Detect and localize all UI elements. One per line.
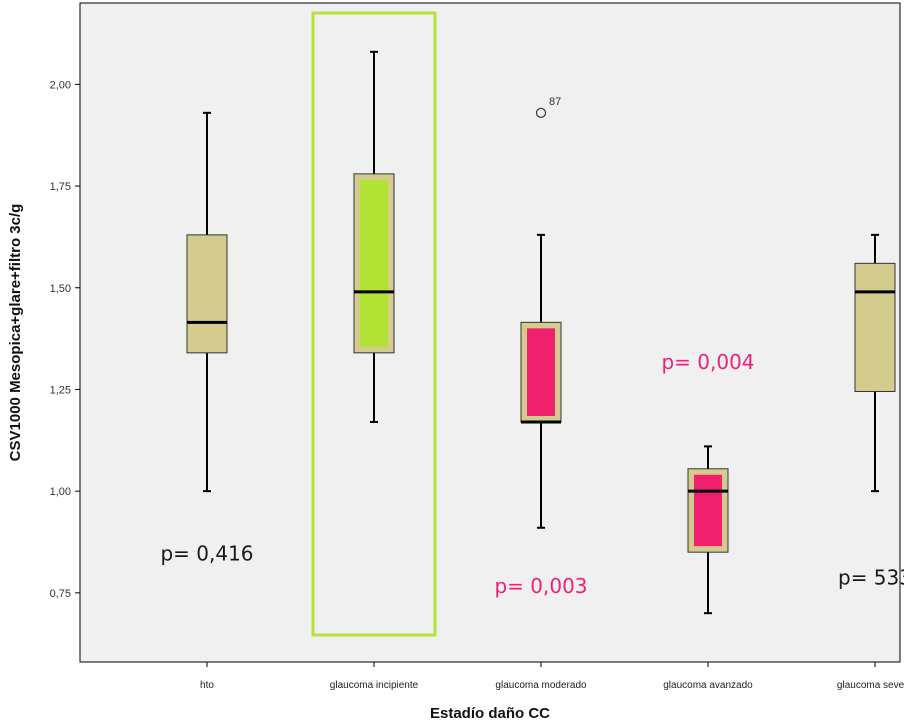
x-tick-label: glaucoma moderado — [495, 680, 587, 691]
p-value-annotation: p= 0,003 — [494, 574, 587, 598]
p-value-annotation: p= 533 — [838, 566, 904, 590]
p-value-annotation: p= 0,416 — [160, 541, 253, 565]
highlight-frame — [311, 11, 437, 637]
outlier-label: 87 — [549, 96, 561, 108]
box-body — [854, 262, 896, 392]
x-tick-label: glaucoma severo — [837, 680, 904, 691]
box-glaucoma-avanzado — [687, 445, 729, 615]
y-tick-label: 1,50 — [50, 283, 71, 295]
x-axis-title: Estadío daño CC — [430, 705, 550, 722]
y-tick-label: 2,00 — [50, 79, 71, 91]
x-tick-label: glaucoma avanzado — [663, 680, 753, 691]
outlier-point — [535, 107, 547, 118]
box-highlight-fill — [694, 474, 722, 547]
y-axis: 0,75 1,00 1,25 1,50 1,75 2,00 — [50, 79, 80, 600]
box-highlight-fill — [360, 179, 388, 347]
box-glaucoma-severo — [854, 233, 896, 493]
y-tick-label: 1,00 — [50, 486, 71, 498]
y-tick-label: 1,75 — [50, 181, 71, 193]
p-value-annotation: p= 0,004 — [661, 350, 754, 374]
y-tick-label: 1,25 — [50, 384, 71, 396]
boxes-layer: 87 — [186, 11, 896, 637]
x-tick-label: hto — [200, 680, 214, 691]
box-highlight-fill — [527, 328, 555, 416]
x-axis: hto glaucoma incipiente glaucoma moderado g… — [200, 662, 904, 691]
box-glaucoma-moderado — [520, 233, 562, 529]
box-glaucoma-incipiente — [311, 11, 437, 637]
box-hto — [186, 111, 228, 493]
x-tick-label: glaucoma incipiente — [330, 680, 419, 691]
box-body — [186, 234, 228, 354]
y-axis-title: CSV1000 Mesopica+glare+filtro 3c/g — [7, 204, 24, 462]
y-tick-label: 0,75 — [50, 588, 71, 600]
annotations-layer: p= 0,416 p= 0,003 p= 0,004 p= 533 — [160, 350, 904, 598]
